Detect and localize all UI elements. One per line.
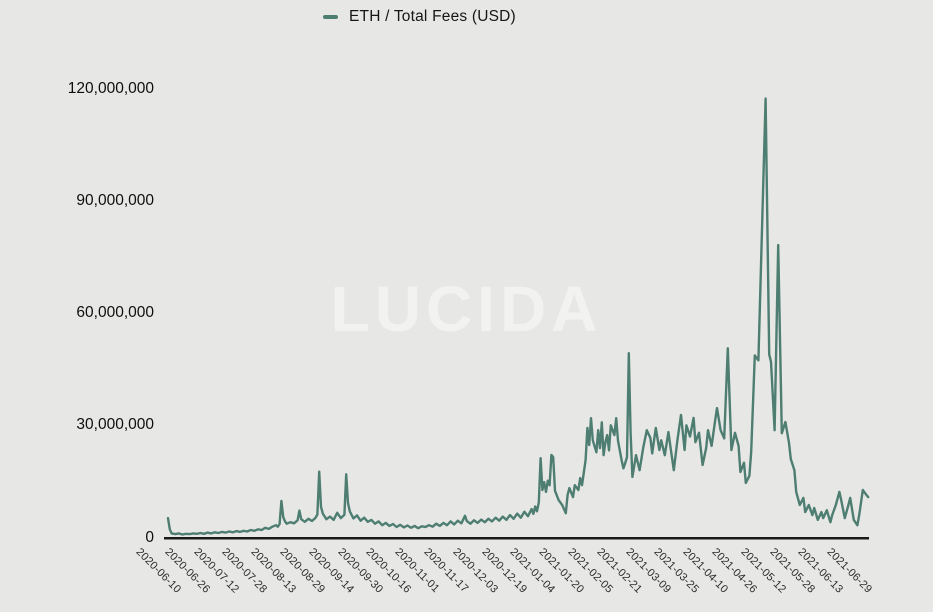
y-axis-tick-label: 120,000,000 [67, 79, 154, 97]
y-axis-tick-label: 0 [145, 528, 154, 546]
legend: ETH / Total Fees (USD) [323, 8, 516, 26]
legend-label: ETH / Total Fees (USD) [349, 8, 516, 25]
y-axis-tick-label: 90,000,000 [76, 191, 154, 209]
y-axis-tick-label: 60,000,000 [76, 304, 154, 322]
watermark: LUCIDA [330, 273, 603, 345]
y-axis-tick-label: 30,000,000 [76, 416, 154, 434]
legend-line-swatch [323, 15, 338, 19]
series-line-eth-total-fees [166, 97, 870, 536]
